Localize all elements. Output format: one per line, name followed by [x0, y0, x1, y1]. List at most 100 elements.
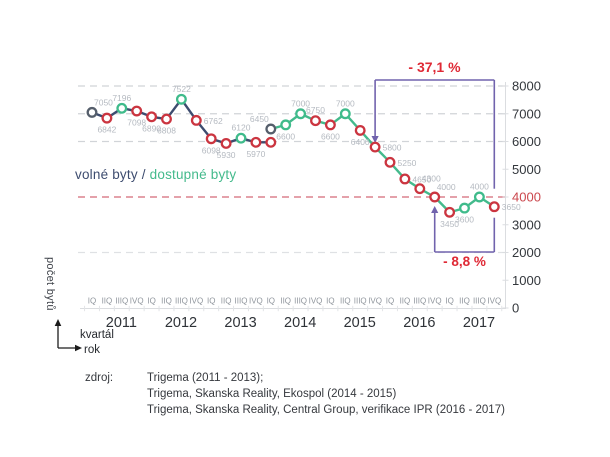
quarter-tick-label: IIIQ	[413, 297, 426, 306]
data-point-label: 3600	[455, 215, 474, 225]
data-point-marker	[444, 206, 456, 218]
source-block: zdroj: Trigema (2011 - 2013); Trigema, S…	[85, 370, 505, 418]
data-point-label: 5970	[246, 149, 265, 159]
data-point-label: 6750	[306, 105, 325, 115]
data-point-marker	[295, 108, 307, 120]
data-point-marker	[131, 105, 143, 117]
data-point-marker	[265, 136, 277, 148]
y-tick-label: 7000	[512, 106, 541, 121]
legend-dostupne-byty: dostupné byty	[149, 167, 237, 182]
data-point-label: 3650	[502, 202, 521, 212]
annotation-recent-drop: - 8,8 %	[443, 254, 486, 269]
data-point-marker	[369, 141, 381, 153]
year-label: 2013	[224, 315, 256, 331]
bracket-total-drop-arrow	[371, 136, 379, 144]
quarter-tick-label: IIIQ	[115, 297, 128, 306]
data-point-label: 6808	[157, 126, 176, 136]
year-label: 2015	[344, 315, 376, 331]
quarter-tick-label: IIQ	[280, 297, 291, 306]
quarter-tick-label: IVQ	[487, 297, 501, 306]
quarter-tick-label: IQ	[147, 297, 155, 306]
data-point-label: 6450	[250, 114, 269, 124]
data-point-label: 6890	[142, 123, 161, 133]
legend: volné byty / dostupné byty	[75, 167, 236, 182]
data-point-marker	[324, 119, 336, 131]
y-tick-label: 5000	[512, 162, 541, 177]
data-point-label: 3450	[440, 219, 459, 229]
annotation-total-drop: - 37,1 %	[408, 59, 461, 75]
year-label: 2017	[463, 315, 495, 331]
data-point-label: 4000	[470, 182, 489, 192]
data-point-marker	[265, 123, 277, 135]
y-tick-label: 8000	[512, 79, 541, 94]
data-point-label: 6842	[97, 125, 116, 135]
source-line: Trigema, Skanska Reality, Ekospol (2014 …	[147, 388, 397, 400]
source-label: zdroj:	[85, 372, 114, 384]
legend-volne-byty: volné byty	[75, 167, 138, 182]
source-lines: Trigema (2011 - 2013); Trigema, Skanska …	[147, 370, 505, 418]
data-point-label: 6120	[232, 123, 251, 133]
data-point-marker	[161, 113, 172, 125]
data-point-label: 6600	[321, 131, 340, 141]
year-label: 2016	[403, 315, 435, 331]
quarter-tick-label: IVQ	[309, 297, 323, 306]
quarter-tick-label: IIQ	[221, 297, 232, 306]
data-point-label: 6400	[351, 137, 370, 147]
data-point-marker	[250, 136, 262, 148]
data-point-marker	[280, 119, 292, 131]
data-point-label: 4650	[412, 174, 431, 184]
data-point-marker	[146, 111, 158, 123]
data-point-label: 4000	[437, 182, 456, 192]
data-point-label: 7000	[291, 98, 310, 108]
data-point-label: 5800	[383, 143, 402, 153]
quarter-tick-label: IQ	[88, 297, 96, 306]
quarter-tick-label: IIIQ	[175, 297, 188, 306]
year-label: 2011	[106, 315, 137, 331]
x-axis-quarter-label: kvartál	[80, 329, 114, 341]
data-point-marker	[399, 173, 411, 185]
legend-separator: /	[137, 167, 150, 182]
quarter-tick-label: IQ	[326, 297, 334, 306]
data-point-label: 7050	[94, 97, 113, 107]
source-line: Trigema, Skanska Reality, Central Group,…	[147, 404, 505, 416]
quarter-tick-label: IIQ	[459, 297, 470, 306]
quarter-tick-label: IIIQ	[294, 297, 307, 306]
x-axis-year-label: rok	[84, 344, 100, 356]
data-point-label: 4300	[422, 174, 441, 184]
data-point-marker	[220, 137, 232, 149]
y-axis-title: počet bytů	[44, 257, 56, 311]
data-point-marker	[459, 202, 470, 214]
data-point-marker	[86, 106, 98, 118]
data-point-label: 5930	[217, 150, 236, 160]
data-point-marker	[235, 132, 247, 144]
quarter-tick-label: IIQ	[102, 297, 113, 306]
data-point-marker	[488, 201, 500, 213]
y-tick-label: 6000	[512, 134, 541, 149]
axes-arrows-icon	[54, 319, 82, 352]
quarter-tick-label: IQ	[267, 297, 275, 306]
data-point-label: 6098	[202, 145, 221, 155]
quarter-tick-label: IQ	[386, 297, 394, 306]
series-line-green	[270, 112, 495, 214]
y-tick-label: 0	[512, 301, 519, 316]
year-label: 2012	[165, 315, 197, 331]
data-point-marker	[205, 133, 217, 145]
y-tick-label: 1000	[512, 273, 541, 288]
quarter-tick-label: IQ	[207, 297, 215, 306]
bracket-recent-drop-arrow	[431, 206, 439, 213]
data-point-marker	[339, 108, 351, 120]
quarter-tick-label: IIQ	[161, 297, 172, 306]
quarter-tick-label: IIQ	[400, 297, 411, 306]
quarter-tick-label: IIQ	[340, 297, 351, 306]
quarter-tick-label: IIIQ	[473, 297, 486, 306]
data-point-marker	[354, 124, 366, 136]
quarter-tick-label: IQ	[445, 297, 453, 306]
data-point-marker	[384, 156, 396, 168]
year-label: 2014	[284, 315, 316, 331]
data-point-marker	[473, 191, 485, 203]
data-point-label: 6762	[204, 116, 223, 126]
data-point-label: 7000	[336, 98, 355, 108]
data-point-marker	[310, 115, 321, 127]
